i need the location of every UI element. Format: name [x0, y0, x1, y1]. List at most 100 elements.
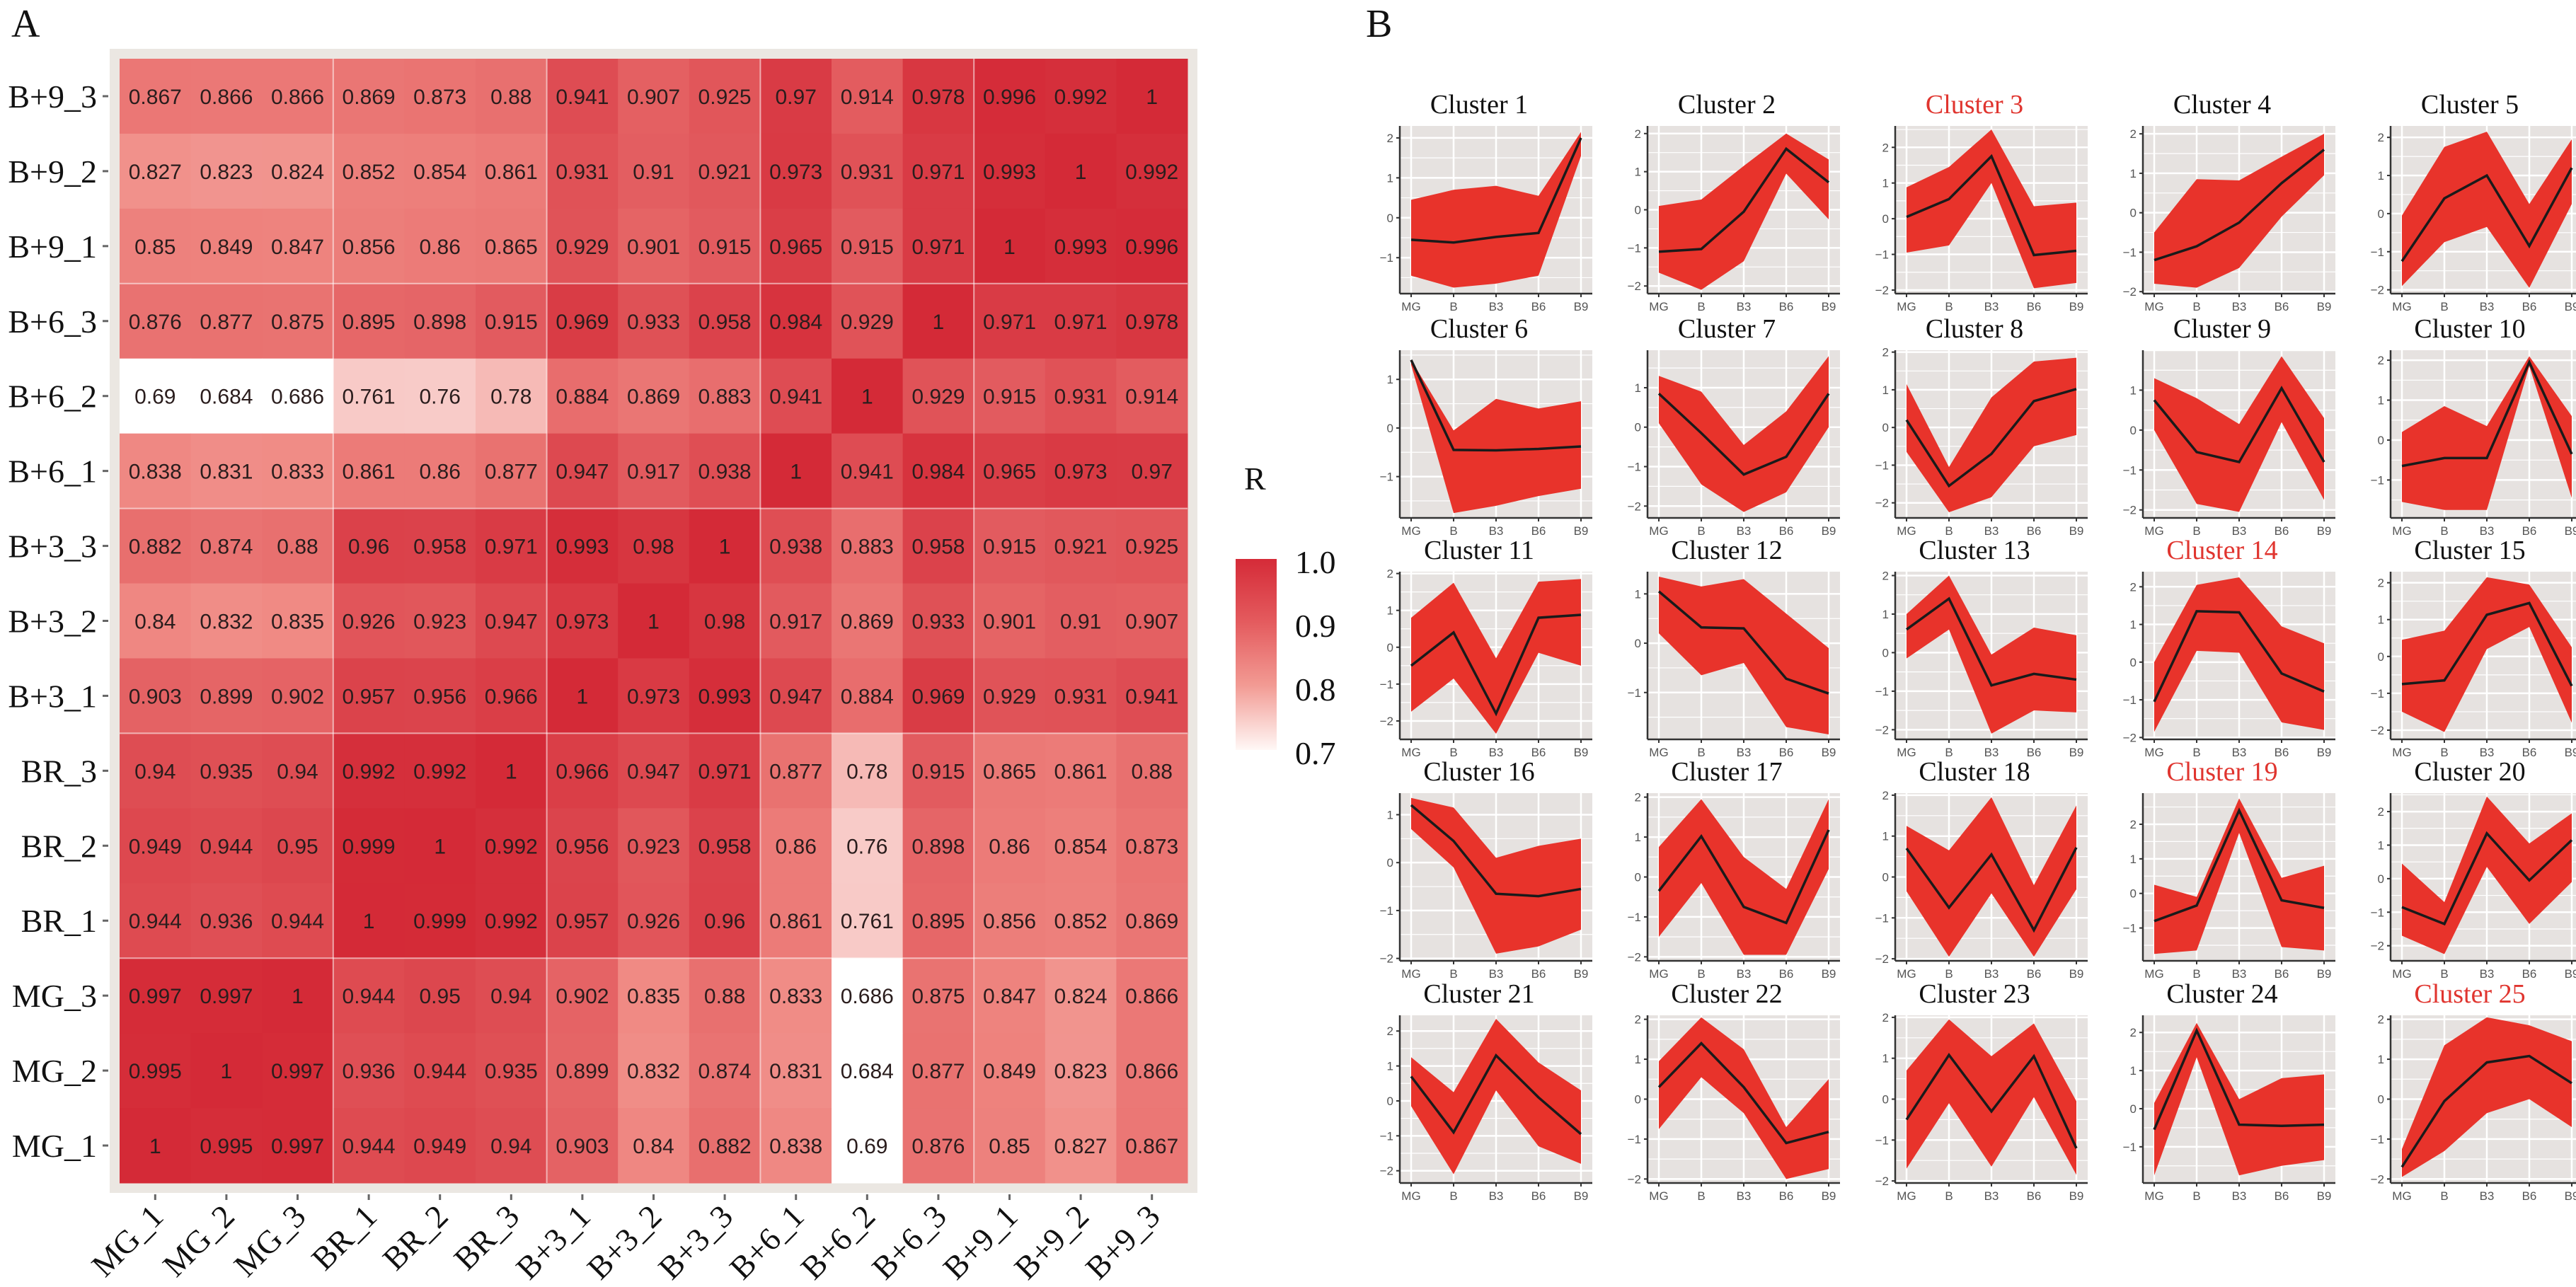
y-tick-label: 1 — [1635, 166, 1641, 179]
heatmap-cell-label: 0.861 — [485, 161, 538, 184]
x-axis-label: MG_2 — [156, 1198, 241, 1283]
heatmap-cell — [1045, 808, 1117, 884]
heatmap-cell-label: 0.973 — [769, 161, 822, 184]
heatmap-cell — [902, 883, 974, 959]
mean-expression-line — [2154, 807, 2325, 923]
cluster-chart: −1 0 1 MG B B3 B6 B9 — [1628, 572, 1840, 759]
heatmap-cell-label: 0.971 — [698, 760, 752, 783]
x-tick-label: B — [1449, 746, 1457, 759]
heatmap-cell-label: 0.823 — [200, 161, 253, 184]
y-tick-label: 0 — [1882, 1093, 1889, 1107]
y-tick-label: 0 — [1387, 856, 1393, 870]
heatmap-cell — [1045, 59, 1117, 134]
heatmap-cell-label: 0.958 — [912, 536, 965, 559]
heatmap-cell — [1116, 59, 1188, 134]
heatmap-cell — [689, 59, 761, 134]
cluster-title: Cluster 13 — [1919, 536, 2030, 565]
heatmap-cell — [190, 658, 263, 734]
heatmap-cell-label: 0.958 — [413, 536, 466, 559]
cluster-plot: Cluster 8 −2 −1 0 1 2 MG B B3 B6 B9 — [1854, 315, 2095, 538]
legend-color-bar — [1236, 559, 1277, 750]
heatmap-cell — [546, 583, 619, 659]
heatmap-cell — [120, 208, 192, 284]
heatmap-cell-label: 0.941 — [841, 461, 894, 484]
cluster-chart: −1 0 1 2 MG B B3 B6 B9 — [2123, 793, 2335, 981]
heatmap-cell-label: 0.856 — [983, 910, 1036, 933]
heatmap-cell-label: 0.947 — [627, 760, 680, 783]
x-tick-label: MG — [1897, 524, 1916, 538]
heatmap-cell — [262, 283, 334, 359]
heatmap-cell — [190, 1033, 263, 1109]
x-tick-label: B9 — [2069, 746, 2084, 759]
y-tick-label: 1 — [1882, 830, 1889, 843]
heatmap-cell — [902, 133, 974, 209]
heatmap-cell-label: 0.969 — [912, 685, 965, 708]
x-tick-label: B3 — [1737, 746, 1752, 759]
x-tick-label: B9 — [2565, 524, 2576, 538]
x-tick-label: B9 — [1574, 1189, 1589, 1203]
panel-label-a: A — [11, 2, 40, 46]
cluster-plot: Cluster 24 −1 0 1 2 MG B B3 B6 B9 — [2102, 980, 2342, 1203]
heatmap-cell — [902, 1033, 974, 1109]
cluster-chart: −2 −1 0 1 2 MG B B3 B6 B9 — [2371, 793, 2576, 981]
heatmap-cell-label: 0.958 — [698, 835, 752, 858]
heatmap-cell-label: 0.96 — [348, 536, 389, 559]
y-tick-label: −2 — [1380, 715, 1393, 728]
heatmap-cell-label: 0.76 — [420, 386, 461, 409]
panel-label-b: B — [1366, 2, 1393, 46]
heatmap-cell-label: 0.835 — [627, 985, 680, 1008]
x-tick-label: B3 — [1737, 524, 1752, 538]
heatmap-cell-label: 0.98 — [633, 536, 674, 559]
heatmap-cell-label: 0.933 — [627, 311, 680, 334]
heatmap-cell — [1116, 958, 1188, 1034]
x-tick-label: B3 — [2232, 967, 2247, 981]
y-tick-label: 2 — [2130, 1026, 2137, 1039]
heatmap-cell — [476, 133, 548, 209]
y-tick-label: 0 — [2130, 656, 2137, 669]
x-tick-label: MG — [2392, 746, 2411, 759]
heatmap-cell — [689, 433, 761, 509]
heatmap-cell — [404, 508, 476, 584]
heatmap-cell-label: 0.85 — [989, 1135, 1030, 1158]
heatmap-cell-label: 0.971 — [912, 236, 965, 259]
x-tick-label: B9 — [2317, 1189, 2332, 1203]
x-tick-label: B — [2192, 524, 2200, 538]
heatmap-cell-label: 0.866 — [200, 86, 253, 109]
x-tick-label: B9 — [1822, 967, 1836, 981]
heatmap-cell — [546, 733, 619, 809]
heatmap-cell-label: 0.847 — [983, 985, 1036, 1008]
heatmap-cell-label: 0.869 — [627, 386, 680, 409]
y-tick-label: −1 — [1380, 904, 1393, 918]
expression-envelope — [1659, 576, 1829, 735]
heatmap-cell-label: 0.921 — [1054, 536, 1108, 559]
x-tick-label: MG — [2392, 967, 2411, 981]
heatmap-cell — [333, 59, 405, 134]
cluster-plot: Cluster 4 −2 −1 0 1 2 MG B B3 B6 B9 — [2102, 91, 2342, 313]
heatmap-cell-label: 0.895 — [912, 910, 965, 933]
x-tick-label: B — [1945, 967, 1953, 981]
heatmap-cell — [404, 1108, 476, 1184]
expression-envelope — [2154, 356, 2324, 512]
x-tick-label: MG — [1401, 524, 1420, 538]
heatmap-cell — [760, 283, 832, 359]
y-tick-label: 2 — [2378, 354, 2384, 367]
y-tick-label: 0 — [1882, 871, 1889, 884]
y-tick-label: 0 — [1882, 646, 1889, 659]
heatmap-cell — [546, 508, 619, 584]
y-tick-label: 0 — [2130, 887, 2137, 901]
heatmap-cell-label: 0.992 — [413, 760, 466, 783]
heatmap-cell-label: 1 — [221, 1060, 233, 1083]
y-tick-label: 0 — [1635, 204, 1641, 217]
heatmap-cell — [546, 808, 619, 884]
y-tick-label: −1 — [1875, 1133, 1889, 1147]
heatmap-cell-label: 0.929 — [912, 386, 965, 409]
x-tick-label: B3 — [1984, 746, 1999, 759]
heatmap-cell — [618, 133, 690, 209]
heatmap-cell-label: 0.966 — [556, 760, 609, 783]
heatmap-cell-label: 0.824 — [271, 161, 324, 184]
heatmap-cell-label: 0.941 — [769, 386, 822, 409]
x-tick-label: B9 — [1574, 967, 1589, 981]
x-tick-label: B6 — [2027, 300, 2042, 313]
heatmap-cell-label: 0.866 — [271, 86, 324, 109]
x-tick-label: B6 — [1779, 1189, 1794, 1203]
